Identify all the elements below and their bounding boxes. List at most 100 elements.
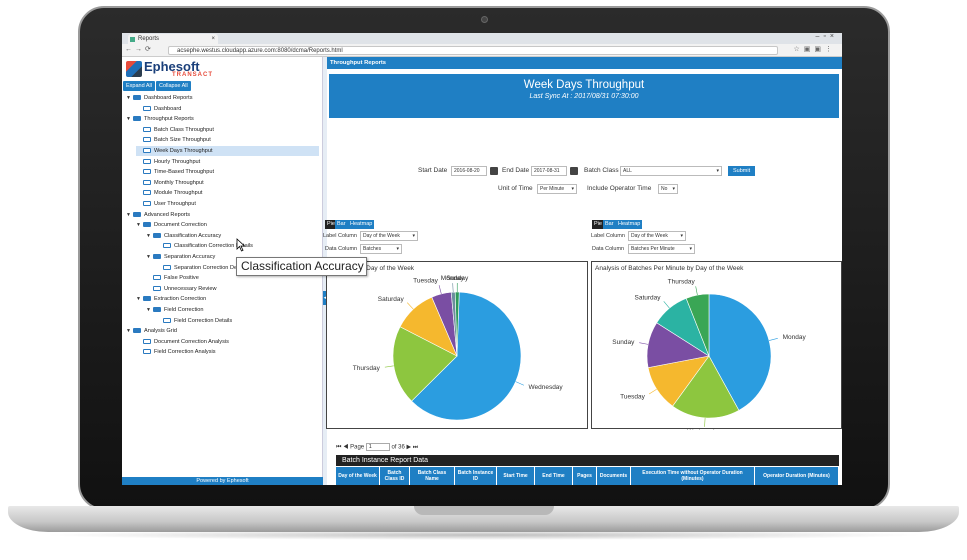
tree-item[interactable]: Separation Correction Details — [156, 263, 319, 273]
column-header[interactable]: Batch Class Name — [410, 467, 455, 485]
expand-arrow-icon[interactable]: ▼ — [126, 95, 131, 101]
bar-toggle-right[interactable]: Bar — [603, 220, 616, 229]
expand-all-button[interactable]: Expand All — [123, 81, 155, 91]
last-page-icon[interactable]: ⏭ — [412, 444, 419, 451]
pie-slice[interactable] — [411, 291, 522, 421]
pie-toggle-left[interactable]: Pie — [325, 220, 337, 229]
browser-tab[interactable]: Reports × — [128, 34, 218, 44]
collapse-panel-icon[interactable]: ◀ — [323, 291, 328, 305]
unit-of-time-select[interactable]: Per Minute ▾ — [537, 184, 577, 194]
page-of: of 36 — [391, 444, 405, 451]
tree-item-label: Analysis Grid — [144, 328, 177, 335]
tree-item[interactable]: ▼ Advanced Reports — [126, 210, 319, 220]
submit-button[interactable]: Submit — [728, 166, 756, 176]
window-controls[interactable]: –▫× — [815, 33, 838, 40]
operator-time-select[interactable]: No ▾ — [658, 184, 678, 194]
tree-item[interactable]: Document Correction Analysis — [136, 337, 319, 347]
tree-item[interactable]: Monthly Throughput — [136, 178, 319, 188]
column-header[interactable]: End Time — [535, 467, 573, 485]
expand-arrow-icon[interactable]: ▼ — [146, 232, 151, 239]
tree-item-label: Separation Accuracy — [164, 254, 216, 260]
calendar-icon[interactable] — [490, 167, 498, 175]
calendar-icon[interactable] — [570, 167, 578, 175]
expand-arrow-icon[interactable]: ▼ — [146, 307, 151, 313]
bar-toggle-left[interactable]: Bar — [335, 220, 348, 229]
tree-item[interactable]: Unnecessary Review — [146, 284, 319, 294]
tree-item[interactable]: Classification Correction Details — [156, 241, 319, 251]
tree-item[interactable]: ▼ Classification Accuracy — [146, 231, 319, 241]
extension-icons[interactable]: ☆▣▣⋮ — [793, 46, 836, 53]
heatmap-toggle-left[interactable]: Heatmap — [348, 220, 375, 229]
last-sync: Last Sync At : 2017/08/31 07:30:00 — [529, 93, 639, 100]
report-banner: Week Days Throughput Last Sync At : 2017… — [329, 74, 839, 118]
expand-arrow-icon[interactable]: ▼ — [136, 222, 141, 229]
tree-item[interactable]: False Positive — [146, 273, 319, 283]
expand-arrow-icon[interactable]: ▼ — [146, 254, 151, 260]
tree-item[interactable]: ▼ Separation Accuracy — [146, 252, 319, 262]
pie-slice[interactable] — [685, 293, 710, 357]
pie-slice[interactable] — [672, 355, 740, 419]
column-header[interactable]: Documents — [597, 467, 631, 485]
label-column-select-left[interactable]: Day of the Week ▾ — [360, 231, 418, 241]
tree-button-row: Expand All Collapse All — [122, 81, 322, 93]
tree-item[interactable]: ▼ Extraction Correction — [136, 294, 319, 304]
tree-item[interactable]: ▼ Field Correction — [146, 305, 319, 315]
expand-arrow-icon[interactable]: ▼ — [126, 116, 131, 123]
expand-arrow-icon[interactable]: ▼ — [126, 211, 131, 218]
pie-slice[interactable] — [454, 291, 460, 357]
column-header[interactable]: Operator Duration (Minutes) — [755, 467, 839, 485]
tree-item[interactable]: ▼ Analysis Grid — [126, 326, 319, 336]
tree-item[interactable]: Dashboard — [136, 104, 319, 114]
tree-item[interactable]: ▼ Document Correction — [136, 220, 319, 230]
pie-toggle-right[interactable]: Pie — [592, 220, 604, 229]
column-header[interactable]: Execution Time without Operator Duration… — [631, 467, 755, 485]
heatmap-toggle-right[interactable]: Heatmap — [616, 220, 643, 229]
column-header[interactable]: Day of the Week — [336, 467, 380, 485]
start-date-input[interactable]: 2016-08-20 — [451, 166, 487, 176]
tree-item[interactable]: ▼ Throughput Reports — [126, 114, 319, 124]
tree-item[interactable]: Batch Size Throughput — [136, 135, 319, 145]
tree-item-label: User Throughput — [154, 201, 196, 207]
data-column-select-left[interactable]: Batches ▾ — [360, 244, 402, 254]
chevron-down-icon: ▾ — [716, 168, 719, 174]
pie-leader-line — [515, 381, 525, 386]
column-header[interactable]: Batch Instance ID — [455, 467, 497, 485]
batch-class-select[interactable]: ALL ▾ — [620, 166, 722, 176]
folder-open-icon — [143, 222, 151, 228]
grid-header: Day of the Week Batch Class ID Batch Class… — [336, 467, 839, 485]
start-date-label: Start Date — [418, 167, 448, 174]
tree-item[interactable]: ▼ Dashboard Reports — [126, 93, 319, 103]
column-header[interactable]: Batch Class ID — [380, 467, 410, 485]
report-tree: ▼ Dashboard Reports Dashboard ▼ Throughput R… — [122, 93, 322, 463]
tree-item[interactable]: Batch Class Throughput — [136, 125, 319, 135]
tree-item[interactable]: Field Correction Details — [156, 316, 319, 326]
column-header[interactable]: Pages — [573, 467, 597, 485]
column-header[interactable]: Start Time — [497, 467, 535, 485]
tree-item[interactable]: Hourly Throughput — [136, 157, 319, 167]
data-column-select-right[interactable]: Batches Per Minute ▾ — [628, 244, 695, 254]
close-tab-icon[interactable]: × — [211, 36, 215, 42]
tree-item[interactable]: Field Correction Analysis — [136, 347, 319, 357]
end-date-input[interactable]: 2017-08-31 — [531, 166, 567, 176]
tree-item[interactable]: User Throughput — [136, 199, 319, 209]
expand-arrow-icon[interactable]: ▼ — [126, 328, 131, 335]
prev-page-icon[interactable]: ◀ — [343, 444, 349, 451]
tree-item-label: Field Correction — [164, 307, 204, 313]
chevron-down-icon: ▾ — [396, 246, 399, 252]
folder-open-icon — [133, 211, 141, 217]
expand-arrow-icon[interactable]: ▼ — [136, 296, 141, 303]
tree-item[interactable]: Module Throughput — [136, 188, 319, 198]
page-input[interactable]: 1 — [365, 443, 390, 451]
tree-item-label: Time-Based Throughput — [154, 169, 215, 176]
folder-open-icon — [153, 254, 161, 259]
tree-item[interactable]: Time-Based Throughput — [136, 167, 319, 177]
collapse-all-button[interactable]: Collapse All — [156, 81, 191, 91]
tree-item[interactable]: Week Days Throughput — [136, 146, 319, 156]
label-column-select-right[interactable]: Day of the Week ▾ — [628, 231, 686, 241]
pie-slice[interactable] — [708, 293, 772, 411]
url-input[interactable]: acsephe.westus.cloudapp.azure.com:8080/d… — [168, 46, 778, 55]
next-page-icon[interactable]: ▶ — [406, 444, 412, 451]
first-page-icon[interactable]: ⏮ — [336, 444, 342, 451]
pie-slice[interactable] — [392, 326, 458, 402]
nav-buttons[interactable]: ←→⟳ — [125, 46, 154, 53]
